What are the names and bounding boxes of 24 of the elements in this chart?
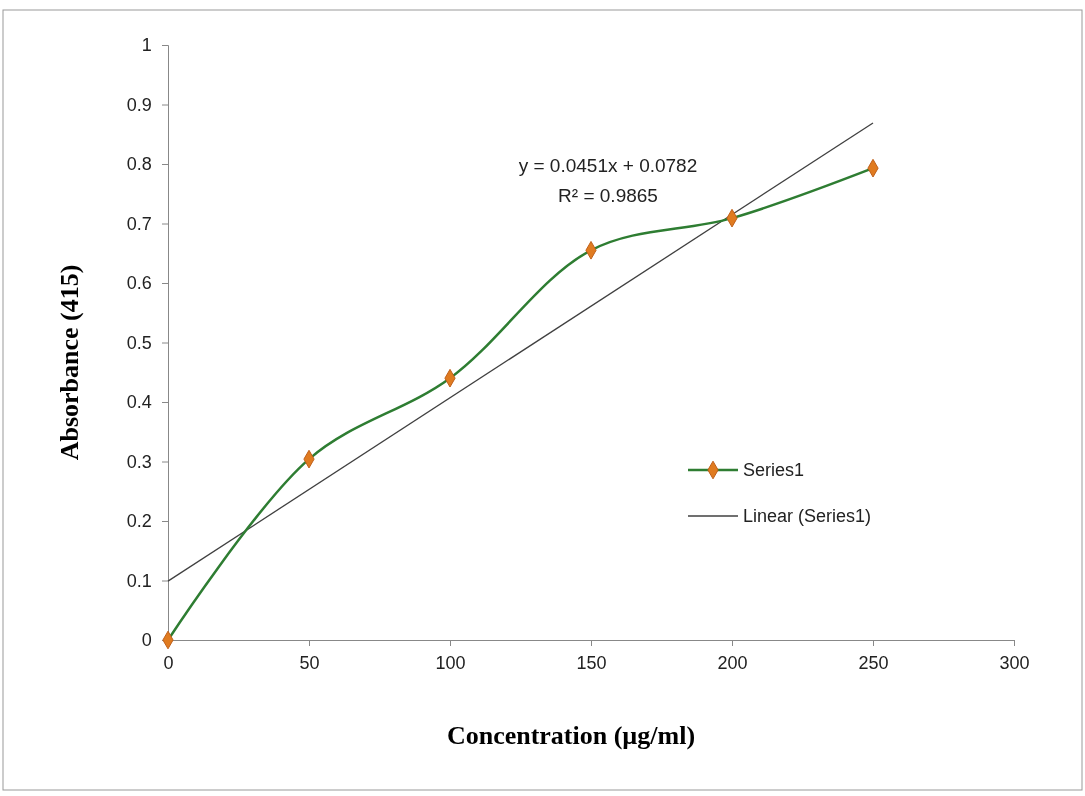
y-tick-label: 0.3 (126, 451, 152, 472)
x-tick-label: 100 (435, 652, 466, 673)
y-tick-label: 0.7 (126, 213, 152, 234)
legend-label: Linear (Series1) (743, 506, 872, 526)
y-tick-label: 0.9 (126, 94, 152, 115)
x-tick-label: 150 (576, 652, 607, 673)
legend-label: Series1 (743, 460, 805, 480)
annotation: R² = 0.9865 (558, 185, 658, 206)
annotation: y = 0.0451x + 0.0782 (518, 155, 698, 176)
y-tick-label: 0.5 (126, 332, 152, 353)
x-tick-label: 250 (858, 652, 889, 673)
y-tick-label: 0.1 (126, 570, 152, 591)
x-tick-label: 0 (163, 652, 174, 673)
y-axis-title: Absorbance (415) (55, 264, 84, 461)
y-tick-label: 0.4 (126, 392, 152, 413)
x-tick-label: 200 (717, 652, 748, 673)
x-tick-label: 300 (999, 652, 1030, 673)
y-tick-label: 0.2 (126, 511, 152, 532)
y-tick-label: 0.6 (126, 273, 152, 294)
x-tick-label: 50 (299, 652, 320, 673)
y-tick-label: 0 (141, 630, 152, 651)
y-tick-label: 1 (141, 35, 152, 56)
y-tick-label: 0.8 (126, 154, 152, 175)
x-axis-title: Concentration (µg/ml) (446, 721, 696, 750)
